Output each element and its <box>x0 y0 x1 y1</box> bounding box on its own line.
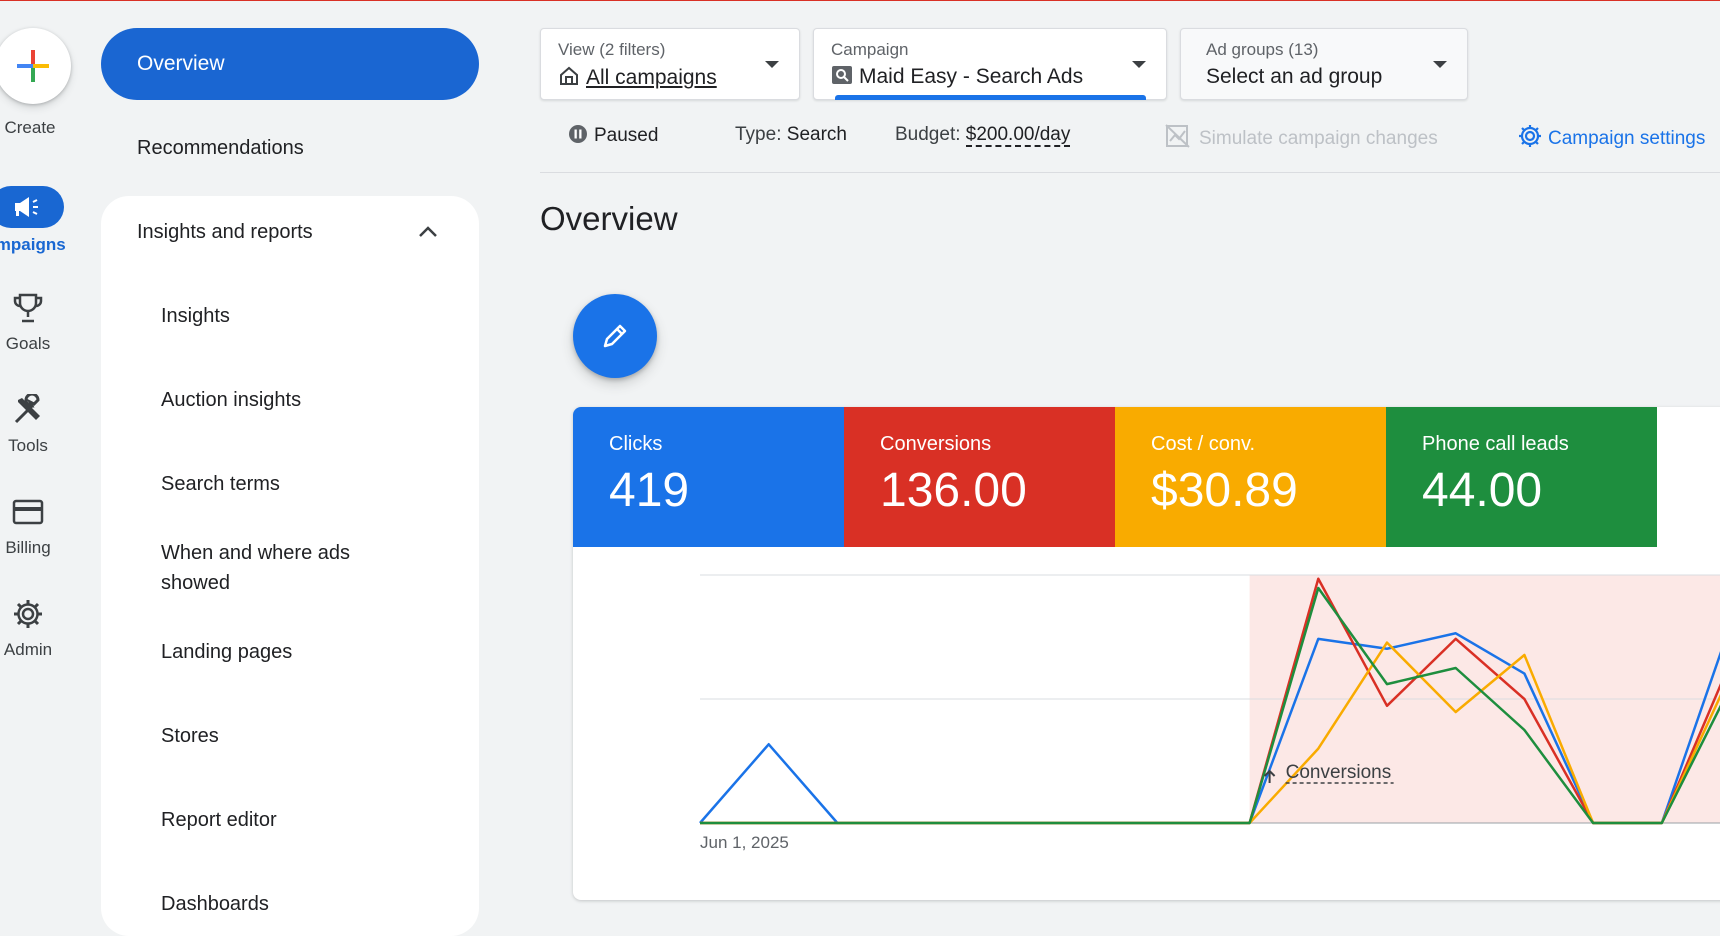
nav-landing-pages[interactable]: Landing pages <box>161 641 293 663</box>
nav-report-editor[interactable]: Report editor <box>161 809 277 831</box>
line-chart-svg: Jun 1, 2025 Conversions <box>699 574 1720 852</box>
budget-label: Budget: <box>895 124 961 145</box>
nav-auction-insights[interactable]: Auction insights <box>161 389 302 411</box>
pencil-icon <box>603 324 627 348</box>
campaign-status: Paused <box>568 124 658 147</box>
status-text: Paused <box>594 125 659 146</box>
view-filter-dropdown[interactable]: View (2 filters) All campaigns <box>540 28 800 100</box>
adgroups-filter-value: Select an ad group <box>1206 65 1383 88</box>
campaign-filter-label: Campaign <box>831 40 909 59</box>
campaign-type: Type: Search <box>735 124 847 146</box>
adgroups-filter-dropdown[interactable]: Ad groups (13) Select an ad group <box>1180 28 1468 100</box>
simulate-chart-icon <box>1165 124 1190 148</box>
series-line-phone-call-leads <box>700 586 1720 825</box>
nav-overview[interactable]: Overview <box>101 28 479 100</box>
simulate-label: Simulate campaign changes <box>1199 128 1438 149</box>
metric-value: $30.89 <box>1151 464 1298 517</box>
goals-label: Goals <box>5 334 51 353</box>
type-label: Type: <box>735 124 782 145</box>
metric-tile-phone-call-leads[interactable]: Phone call leads 44.00 <box>1386 407 1657 547</box>
x-tick-label: Jun 1, 2025 <box>700 833 789 852</box>
trophy-icon[interactable] <box>12 292 44 326</box>
nav-recommendations[interactable]: Recommendations <box>137 137 304 159</box>
budget-value[interactable]: $200.00/day <box>965 124 1071 147</box>
campaigns-label: ampaigns <box>0 235 66 254</box>
top-border <box>0 0 1720 1</box>
home-icon <box>560 66 578 85</box>
create-label: Create <box>4 118 56 137</box>
campaign-active-indicator <box>835 95 1146 100</box>
chevron-down-icon <box>1433 61 1447 68</box>
settings-label: Campaign settings <box>1548 128 1706 149</box>
view-filter-value: All campaigns <box>558 65 717 90</box>
billing-label: Billing <box>5 538 51 557</box>
metric-label: Cost / conv. <box>1151 433 1256 455</box>
campaign-budget: Budget: $200.00/day <box>895 124 1071 147</box>
performance-card: Clicks 419 Conversions 136.00 Cost / con… <box>573 407 1720 900</box>
metric-value: 419 <box>609 464 690 517</box>
metric-tile-cost-per-conv[interactable]: Cost / conv. $30.89 <box>1115 407 1386 547</box>
settings-gear-icon <box>1519 125 1541 147</box>
create-button[interactable] <box>0 28 71 104</box>
simulate-changes-button[interactable]: Simulate campaign changes <box>1165 124 1438 150</box>
edit-button[interactable] <box>573 294 657 378</box>
nav-when-where-ads-showed[interactable]: When and where ads showed <box>161 542 351 594</box>
nav-search-terms[interactable]: Search terms <box>161 473 280 495</box>
pause-icon <box>569 125 587 143</box>
metric-value: 136.00 <box>880 464 1027 517</box>
gear-icon[interactable] <box>12 598 44 630</box>
metric-label: Clicks <box>609 433 663 455</box>
nav-dashboards[interactable]: Dashboards <box>161 893 269 915</box>
nav-insights-and-reports[interactable]: Insights and reports <box>137 221 313 243</box>
campaign-settings-link[interactable]: Campaign settings <box>1518 124 1705 150</box>
metric-value: 44.00 <box>1422 464 1543 517</box>
all-campaigns-link[interactable]: All campaigns <box>586 66 717 89</box>
chevron-down-icon <box>765 61 779 68</box>
status-divider <box>540 172 1720 173</box>
metric-tile-conversions[interactable]: Conversions 136.00 <box>844 407 1115 547</box>
chevron-up-icon[interactable] <box>416 220 440 244</box>
campaign-filter-dropdown[interactable]: Campaign Maid Easy - Search Ads <box>813 28 1167 100</box>
adgroups-filter-label: Ad groups (13) <box>1206 40 1319 59</box>
left-rail: Create ampaigns Goals Tools Billing Admi… <box>0 0 90 900</box>
nav-stores[interactable]: Stores <box>161 725 219 747</box>
campaign-name: Maid Easy - Search Ads <box>859 65 1084 88</box>
tools-icon[interactable] <box>12 394 44 426</box>
nav-insights[interactable]: Insights <box>161 305 230 327</box>
metric-label: Phone call leads <box>1422 433 1569 455</box>
metric-tile-clicks[interactable]: Clicks 419 <box>573 407 844 547</box>
page-title: Overview <box>540 200 678 237</box>
insights-reports-card <box>101 196 479 936</box>
megaphone-icon <box>15 197 38 217</box>
search-campaign-icon <box>832 66 852 84</box>
plus-icon <box>17 50 49 82</box>
view-filter-label: View (2 filters) <box>558 40 666 59</box>
type-value: Search <box>786 124 847 145</box>
campaigns-nav-button[interactable] <box>0 186 64 228</box>
tools-label: Tools <box>8 436 48 455</box>
annotation-label: Conversions <box>1286 762 1392 783</box>
chevron-down-icon <box>1132 61 1146 68</box>
arrow-up-icon <box>1263 769 1276 783</box>
metric-label: Conversions <box>880 433 992 455</box>
performance-chart: Jun 1, 2025 Conversions <box>573 547 1720 900</box>
billing-card-icon[interactable] <box>12 498 44 526</box>
campaign-filter-value: Maid Easy - Search Ads <box>831 65 1083 89</box>
admin-label: Admin <box>3 640 53 659</box>
